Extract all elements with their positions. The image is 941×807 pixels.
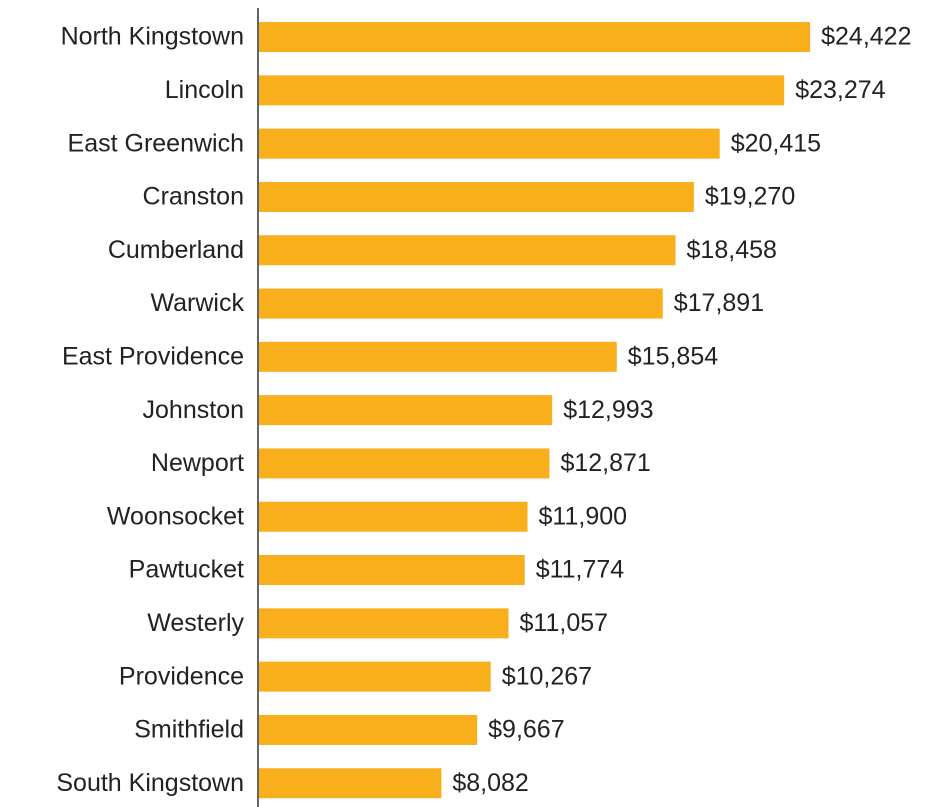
value-label: $11,057 [520, 609, 609, 637]
y-tick-label: Cumberland [108, 236, 244, 264]
bar [259, 555, 525, 586]
bar [259, 714, 478, 745]
value-label: $15,854 [628, 342, 718, 370]
y-tick-label: Newport [151, 449, 244, 477]
bar [259, 768, 442, 799]
bar [259, 501, 528, 532]
bar [259, 22, 811, 53]
value-label: $11,900 [539, 502, 628, 530]
bar [259, 395, 553, 426]
y-tick-label: Woonsocket [107, 502, 244, 530]
y-tick-label: Lincoln [165, 76, 244, 104]
y-tick-label: East Providence [62, 342, 244, 370]
bar [259, 608, 509, 639]
bar [259, 235, 676, 266]
value-label: $8,082 [452, 769, 528, 797]
value-label: $23,274 [795, 76, 885, 104]
y-tick-label: Johnston [143, 396, 244, 424]
value-label: $12,993 [563, 396, 653, 424]
value-label: $19,270 [705, 183, 795, 211]
bar [259, 341, 617, 372]
bar [259, 75, 785, 106]
value-label: $10,267 [502, 662, 592, 690]
bar [259, 181, 694, 212]
value-label: $24,422 [821, 23, 911, 51]
y-tick-label: Smithfield [134, 716, 244, 744]
value-label: $20,415 [731, 129, 821, 157]
y-tick-label: East Greenwich [68, 129, 244, 157]
value-label: $12,871 [560, 449, 650, 477]
y-tick-label: Pawtucket [129, 556, 244, 584]
y-tick-label: South Kingstown [56, 769, 244, 797]
value-label: $17,891 [674, 289, 764, 317]
value-label: $9,667 [488, 716, 564, 744]
y-tick-label: North Kingstown [61, 23, 244, 51]
y-tick-label: Westerly [147, 609, 244, 637]
bar [259, 661, 491, 692]
bar [259, 128, 720, 159]
bar [259, 288, 663, 319]
value-label: $11,774 [536, 556, 625, 584]
y-tick-label: Cranston [143, 183, 244, 211]
value-label: $18,458 [687, 236, 777, 264]
bar [259, 448, 550, 479]
y-tick-label: Providence [119, 662, 244, 690]
y-tick-label: Warwick [150, 289, 244, 317]
